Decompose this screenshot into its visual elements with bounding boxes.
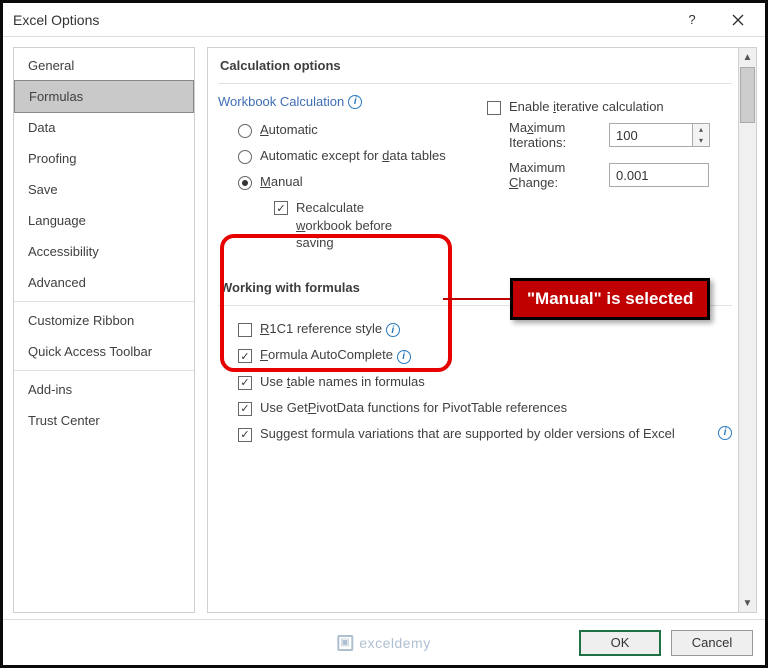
sidebar-item-advanced[interactable]: Advanced bbox=[14, 267, 194, 298]
sidebar-item-add-ins[interactable]: Add-ins bbox=[14, 374, 194, 405]
max-iterations-field[interactable] bbox=[609, 123, 693, 147]
checkbox-use-table-names[interactable]: Use table names in formulas bbox=[218, 369, 732, 395]
checkbox-label: Use table names in formulas bbox=[260, 374, 732, 389]
checkbox-enable-iterative[interactable]: Enable iterative calculation bbox=[487, 94, 732, 120]
vertical-scrollbar[interactable]: ▲ ▼ bbox=[739, 47, 757, 613]
sidebar-separator bbox=[14, 370, 194, 371]
radio-label: Automatic except for data tables bbox=[260, 148, 446, 163]
checkbox-icon bbox=[487, 101, 501, 115]
ok-button[interactable]: OK bbox=[579, 630, 661, 656]
spinner-buttons[interactable]: ▴▾ bbox=[693, 123, 710, 147]
checkbox-icon bbox=[238, 349, 252, 363]
checkbox-icon bbox=[238, 402, 252, 416]
checkbox-suggest-variations[interactable]: Suggest formula variations that are supp… bbox=[218, 421, 732, 447]
sidebar-separator bbox=[14, 301, 194, 302]
main-area: Calculation options Workbook Calculation… bbox=[207, 47, 757, 613]
checkbox-label: R1C1 reference style i bbox=[260, 321, 732, 338]
max-iterations-input[interactable]: ▴▾ bbox=[609, 123, 710, 147]
titlebar: Excel Options ? bbox=[3, 3, 765, 37]
cancel-button[interactable]: Cancel bbox=[671, 630, 753, 656]
checkbox-label: Use GetPivotData functions for PivotTabl… bbox=[260, 400, 732, 415]
help-button[interactable]: ? bbox=[669, 4, 715, 36]
excel-options-dialog: Excel Options ? General Formulas Data Pr… bbox=[0, 0, 768, 668]
info-icon[interactable]: i bbox=[718, 426, 732, 440]
radio-automatic-except[interactable]: Automatic except for data tables bbox=[218, 143, 463, 169]
scroll-up-arrow[interactable]: ▲ bbox=[739, 48, 756, 66]
checkbox-label: Suggest formula variations that are supp… bbox=[260, 426, 704, 441]
dialog-footer: ▣ exceldemy OK Cancel bbox=[3, 619, 765, 665]
dialog-body: General Formulas Data Proofing Save Lang… bbox=[3, 37, 765, 619]
calc-left-col: Workbook Calculation i Automatic Automat… bbox=[218, 94, 463, 252]
chevron-down-icon[interactable]: ▾ bbox=[693, 135, 709, 146]
checkbox-icon bbox=[238, 323, 252, 337]
scroll-track[interactable] bbox=[739, 124, 756, 594]
sidebar-item-accessibility[interactable]: Accessibility bbox=[14, 236, 194, 267]
callout-text: "Manual" is selected bbox=[527, 289, 693, 308]
chevron-up-icon[interactable]: ▴ bbox=[693, 124, 709, 135]
close-button[interactable] bbox=[715, 4, 761, 36]
max-change-input[interactable] bbox=[609, 163, 709, 187]
checkbox-icon bbox=[274, 201, 288, 215]
window-title: Excel Options bbox=[13, 12, 669, 28]
radio-automatic[interactable]: Automatic bbox=[218, 117, 463, 143]
radio-icon bbox=[238, 124, 252, 138]
main-panel: Calculation options Workbook Calculation… bbox=[207, 47, 739, 613]
watermark-text: exceldemy bbox=[359, 635, 430, 651]
calc-columns: Workbook Calculation i Automatic Automat… bbox=[218, 94, 732, 252]
watermark: ▣ exceldemy bbox=[337, 635, 430, 651]
sidebar-item-language[interactable]: Language bbox=[14, 205, 194, 236]
checkbox-icon bbox=[238, 376, 252, 390]
calc-right-col: Enable iterative calculation Maximum Ite… bbox=[487, 94, 732, 252]
sidebar-item-general[interactable]: General bbox=[14, 50, 194, 81]
sidebar-item-formulas[interactable]: Formulas bbox=[14, 80, 194, 113]
max-change-row: Maximum Change: bbox=[487, 160, 732, 190]
info-icon[interactable]: i bbox=[348, 95, 362, 109]
radio-label: Automatic bbox=[260, 122, 318, 137]
sidebar-item-customize-ribbon[interactable]: Customize Ribbon bbox=[14, 305, 194, 336]
info-icon[interactable]: i bbox=[386, 323, 400, 337]
annotation-callout: "Manual" is selected bbox=[510, 278, 710, 320]
checkbox-icon bbox=[238, 428, 252, 442]
checkbox-recalculate-before-saving[interactable]: Recalculate workbook before saving bbox=[218, 199, 463, 252]
radio-manual[interactable]: Manual bbox=[218, 169, 463, 195]
checkbox-label: Enable iterative calculation bbox=[509, 99, 664, 114]
checkbox-label: Recalculate workbook before saving bbox=[296, 199, 396, 252]
checkbox-label: Formula AutoComplete i bbox=[260, 347, 732, 364]
max-iterations-row: Maximum Iterations: ▴▾ bbox=[487, 120, 732, 150]
radio-label: Manual bbox=[260, 174, 303, 189]
max-iterations-label: Maximum Iterations: bbox=[509, 120, 599, 150]
radio-icon bbox=[238, 176, 252, 190]
radio-icon bbox=[238, 150, 252, 164]
scroll-down-arrow[interactable]: ▼ bbox=[739, 594, 756, 612]
sidebar-item-proofing[interactable]: Proofing bbox=[14, 143, 194, 174]
checkbox-getpivotdata[interactable]: Use GetPivotData functions for PivotTabl… bbox=[218, 395, 732, 421]
watermark-logo-icon: ▣ bbox=[337, 635, 353, 651]
checkbox-formula-autocomplete[interactable]: Formula AutoComplete i bbox=[218, 342, 732, 369]
max-change-label: Maximum Change: bbox=[509, 160, 599, 190]
sidebar-item-data[interactable]: Data bbox=[14, 112, 194, 143]
sidebar-item-save[interactable]: Save bbox=[14, 174, 194, 205]
workbook-calculation-label: Workbook Calculation i bbox=[218, 94, 463, 109]
info-icon[interactable]: i bbox=[397, 350, 411, 364]
scroll-thumb[interactable] bbox=[740, 67, 755, 123]
sidebar-item-trust-center[interactable]: Trust Center bbox=[14, 405, 194, 436]
section-calculation-options: Calculation options bbox=[218, 48, 732, 84]
sidebar-item-quick-access-toolbar[interactable]: Quick Access Toolbar bbox=[14, 336, 194, 367]
sidebar: General Formulas Data Proofing Save Lang… bbox=[13, 47, 195, 613]
wb-calc-text: Workbook Calculation bbox=[218, 94, 344, 109]
